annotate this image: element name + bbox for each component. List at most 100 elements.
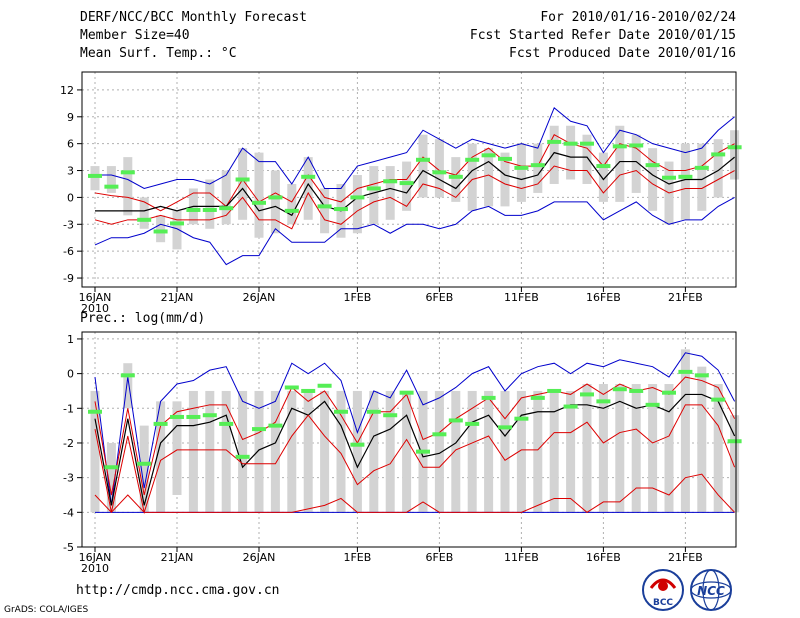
temp-ytick-label: 12 bbox=[60, 84, 74, 97]
prec-box bbox=[303, 390, 313, 513]
source-url[interactable]: http://cmdp.ncc.cma.gov.cn bbox=[76, 583, 280, 598]
prec-box bbox=[500, 390, 510, 513]
temp-xtick-label: 11FEB bbox=[504, 291, 539, 304]
forecast-period: For 2010/01/16-2010/02/24 bbox=[540, 10, 736, 25]
temp-box bbox=[516, 143, 526, 202]
temp-median-marker bbox=[432, 170, 447, 175]
temp-xtick-label: 21JAN bbox=[161, 291, 194, 304]
prec-xtick-label: 21JAN bbox=[161, 551, 194, 564]
prec-line-mean-spread bbox=[94, 376, 736, 496]
temp-box bbox=[484, 148, 494, 207]
temp-box bbox=[697, 143, 707, 211]
prec-ytick-label: -4 bbox=[63, 506, 74, 519]
temp-xtick-label: 16JAN bbox=[79, 291, 112, 304]
prec-box bbox=[320, 390, 330, 513]
prec-box bbox=[713, 384, 723, 513]
prec-box bbox=[123, 363, 133, 409]
temp-median-marker bbox=[580, 141, 594, 146]
prec-box bbox=[648, 384, 658, 513]
prec-median-marker bbox=[153, 421, 168, 426]
prec-median-marker bbox=[104, 465, 119, 470]
prec-median-marker bbox=[350, 442, 365, 447]
temp-median-marker bbox=[530, 163, 545, 168]
temp-median-marker bbox=[498, 156, 512, 161]
prec-box bbox=[90, 390, 100, 513]
temp-box bbox=[106, 166, 116, 193]
temp-median-marker bbox=[465, 157, 480, 162]
temp-median-marker bbox=[596, 164, 611, 169]
prec-box bbox=[516, 390, 526, 513]
temp-box bbox=[680, 143, 690, 220]
temp-box bbox=[270, 170, 280, 234]
fcst-produced-date: Fcst Produced Date 2010/01/16 bbox=[509, 46, 736, 61]
temp-median-marker bbox=[416, 157, 430, 162]
temp-ytick-label: 0 bbox=[67, 191, 74, 204]
prec-median-marker bbox=[88, 409, 102, 414]
prec-ytick-label: -1 bbox=[63, 402, 74, 415]
temp-median-marker bbox=[334, 207, 348, 212]
prec-median-marker bbox=[235, 454, 250, 459]
prec-box bbox=[385, 390, 395, 513]
prec-median-marker bbox=[186, 414, 201, 419]
temp-median-marker bbox=[252, 200, 266, 205]
prec-box bbox=[533, 390, 543, 513]
prec-median-marker bbox=[465, 421, 480, 426]
temp-line-ensemble-mean bbox=[95, 151, 735, 217]
temp-median-marker bbox=[366, 186, 381, 191]
prec-median-marker bbox=[268, 423, 283, 428]
temp-xtick-sublabel: 2010 bbox=[81, 302, 109, 315]
temp-ytick-label: 3 bbox=[67, 165, 74, 178]
prec-box bbox=[369, 390, 379, 513]
variable-label: Mean Surf. Temp.: °C bbox=[80, 46, 237, 61]
temp-line-ensemble-min bbox=[94, 196, 735, 266]
prec-box bbox=[270, 390, 280, 513]
temp-median-marker bbox=[268, 195, 283, 200]
temp-median-marker bbox=[170, 221, 184, 226]
temp-box bbox=[303, 157, 313, 220]
prec-ytick-label: -5 bbox=[63, 541, 74, 554]
prec-median-marker bbox=[678, 369, 693, 374]
temp-box bbox=[500, 152, 510, 207]
prec-median-marker bbox=[120, 373, 135, 378]
temp-box bbox=[402, 161, 412, 211]
temp-median-marker bbox=[383, 179, 398, 184]
prec-median-marker bbox=[580, 392, 594, 397]
prec-box bbox=[254, 390, 264, 513]
prec-box bbox=[188, 390, 198, 513]
prec-median-marker bbox=[301, 388, 316, 393]
prec-xtick-label: 1FEB bbox=[343, 551, 371, 564]
temp-median-marker bbox=[711, 152, 726, 157]
prec-xtick-label: 16FEB bbox=[586, 551, 621, 564]
temp-box bbox=[566, 125, 576, 180]
prec-line-ensemble-max bbox=[94, 352, 736, 506]
prec-xtick-label: 26JAN bbox=[243, 551, 276, 564]
temp-box bbox=[631, 134, 641, 193]
temp-box bbox=[90, 166, 100, 191]
temp-median-marker bbox=[694, 165, 709, 170]
prec-xtick-label: 11FEB bbox=[504, 551, 539, 564]
prec-median-marker bbox=[416, 449, 430, 454]
temp-box bbox=[139, 197, 149, 229]
prec-box bbox=[139, 425, 149, 513]
prec-median-marker bbox=[284, 385, 299, 390]
prec-median-marker bbox=[711, 397, 726, 402]
chart-title: DERF/NCC/BCC Monthly Forecast bbox=[80, 10, 307, 25]
prec-ytick-label: -2 bbox=[63, 437, 74, 450]
prec-median-marker bbox=[383, 413, 398, 418]
temp-box bbox=[598, 152, 608, 202]
temp-box bbox=[385, 166, 395, 220]
temp-median-marker bbox=[481, 153, 496, 158]
temp-box bbox=[713, 139, 723, 198]
temp-box bbox=[254, 152, 264, 238]
temp-median-marker bbox=[104, 184, 119, 189]
prec-ytick-label: -3 bbox=[63, 472, 74, 485]
temp-median-marker bbox=[399, 181, 414, 186]
prec-median-marker bbox=[530, 395, 545, 400]
temp-median-marker bbox=[678, 174, 693, 179]
prec-line-mean-spread bbox=[94, 404, 736, 515]
prec-box bbox=[615, 384, 625, 513]
temp-box bbox=[123, 157, 133, 216]
prec-median-marker bbox=[252, 427, 266, 432]
prec-box bbox=[434, 390, 444, 513]
prec-median-marker bbox=[596, 399, 611, 404]
